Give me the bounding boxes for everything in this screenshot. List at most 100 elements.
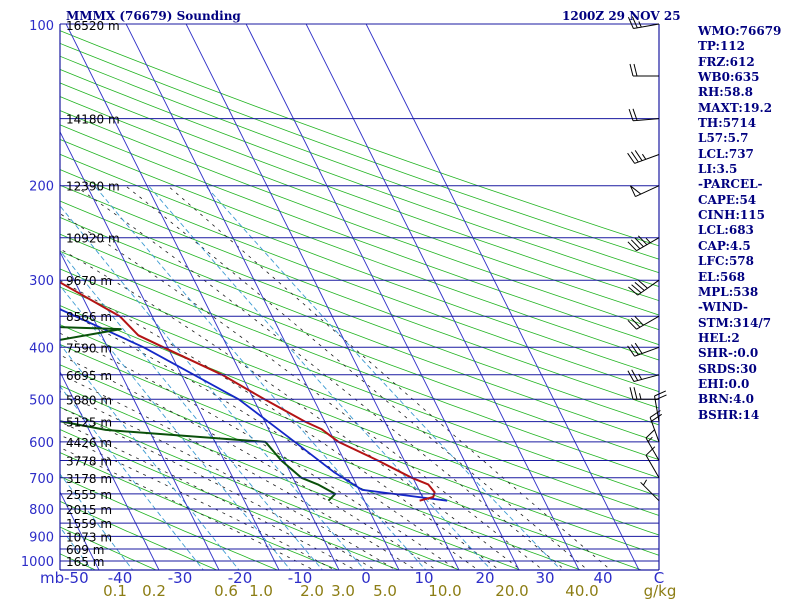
index-item: HEL:2	[698, 330, 740, 345]
dry-adiabat	[60, 138, 659, 361]
index-item: CINH:115	[698, 208, 765, 223]
index-item: EL:568	[698, 269, 746, 284]
dry-adiabat	[60, 305, 659, 536]
moist-adiabat	[60, 434, 336, 570]
pressure-label: 100	[29, 19, 54, 34]
height-label: 7590 m	[66, 341, 112, 355]
dry-adiabat	[60, 169, 659, 393]
index-item: FRZ:612	[698, 54, 755, 69]
index-item: EHI:0.0	[698, 376, 750, 391]
dry-adiabat	[60, 500, 218, 570]
wind-barb	[628, 279, 660, 296]
index-item: TP:112	[698, 39, 746, 54]
index-item: STM:314/7	[698, 315, 772, 330]
index-item: WMO:76679	[698, 24, 782, 38]
height-label: 5880 m	[66, 393, 112, 407]
mixing-ratio-label: 0.2	[142, 582, 166, 600]
wind-barb	[627, 342, 660, 357]
height-label: 6695 m	[66, 369, 112, 383]
temperature-tick-label: mb-50	[40, 569, 89, 587]
pressure-label: 800	[29, 503, 54, 518]
index-item: CAPE:54	[698, 192, 757, 207]
isotherm	[60, 370, 160, 570]
index-item: MAXT:19.2	[698, 100, 773, 115]
dry-adiabat	[60, 200, 659, 426]
mixing-ratio-label: 0.1	[103, 582, 127, 600]
index-item: WB0:635	[698, 70, 760, 85]
mixing-ratio-line	[60, 526, 93, 570]
pressure-label: 300	[29, 274, 54, 289]
height-label: 16520 m	[66, 19, 120, 33]
wind-barb	[654, 390, 667, 422]
index-item: TH:5714	[698, 116, 757, 131]
index-item: SRDS:30	[698, 361, 757, 376]
index-item: -WIND-	[698, 300, 748, 315]
height-label: 9670 m	[66, 274, 112, 288]
mixing-ratio-line	[148, 185, 492, 570]
wind-barb	[640, 479, 660, 502]
mixing-ratio-label: 2.0	[300, 582, 324, 600]
temperature-tick-label: -40	[108, 569, 133, 587]
dry-adiabat	[60, 184, 659, 409]
moist-adiabat	[74, 185, 566, 570]
moist-adiabat	[167, 185, 612, 570]
height-label: 10920 m	[66, 232, 120, 246]
wind-barb	[645, 429, 660, 461]
wind-barb	[627, 369, 660, 382]
height-label: 1559 m	[66, 517, 112, 531]
dry-adiabat	[60, 286, 659, 516]
dry-adiabat	[60, 233, 659, 461]
mixing-ratio-label: 20.0	[495, 582, 528, 600]
isotherm	[0, 12, 40, 572]
dewpoint-trace	[60, 326, 337, 502]
height-label: 3178 m	[66, 472, 112, 486]
height-label: 5125 m	[66, 416, 112, 430]
temperature-tick-label: 20	[475, 569, 494, 587]
mixing-ratio-label: 10.0	[428, 582, 461, 600]
background-grid	[0, 12, 659, 572]
dry-adiabat	[60, 476, 279, 570]
moist-adiabat	[60, 308, 479, 570]
wind-barb	[627, 150, 660, 164]
mixing-ratio-line	[60, 249, 324, 570]
index-item: SHR-:0.0	[698, 346, 759, 361]
height-label: 1073 m	[66, 530, 112, 544]
index-item: CAP:4.5	[698, 238, 751, 253]
dry-adiabat	[60, 406, 461, 570]
pressure-label: 600	[29, 436, 54, 451]
pressure-label: 700	[29, 472, 54, 487]
index-item: LCL:737	[698, 146, 754, 161]
mixing-ratio-label: g/kg	[644, 582, 677, 600]
temperature-tick-label: 10	[414, 569, 433, 587]
indices-panel: WMO:76679 TP:112 FRZ:612 WB0:635 RH:58.8 MAXT…	[698, 24, 798, 423]
dry-adiabat	[60, 30, 659, 247]
moist-adiabat	[60, 248, 522, 570]
index-item: -PARCEL-	[698, 177, 763, 192]
height-label: 165 m	[66, 555, 104, 569]
index-item: LFC:578	[698, 254, 754, 269]
temperature-tick-label: 30	[535, 569, 554, 587]
mixing-ratio-line	[60, 473, 134, 570]
dry-adiabat	[60, 324, 659, 556]
pressure-label: 1000	[21, 555, 54, 570]
temperature-tick-label: C	[654, 569, 664, 587]
dry-adiabat	[60, 526, 158, 570]
moist-adiabat	[60, 406, 377, 570]
mixing-ratio-line	[60, 284, 292, 570]
dry-adiabat	[60, 268, 659, 497]
pressure-label: 500	[29, 393, 54, 408]
mixing-ratio-line	[60, 205, 366, 570]
moist-adiabat	[60, 421, 356, 570]
mixing-ratio-label: 5.0	[373, 582, 397, 600]
index-item: LI:3.5	[698, 162, 738, 177]
mixing-ratio-label: 0.6	[214, 582, 238, 600]
mixing-ratio-label: 1.0	[249, 582, 273, 600]
moist-adiabat	[60, 447, 315, 570]
height-label: 3778 m	[66, 455, 112, 469]
dry-adiabat	[60, 55, 659, 274]
temperature-tick-label: -20	[228, 569, 253, 587]
wind-barb	[645, 446, 660, 479]
mixing-ratio-line	[60, 385, 204, 570]
height-label: 2555 m	[66, 488, 112, 502]
